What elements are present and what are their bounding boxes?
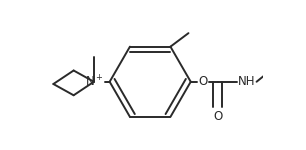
Text: NH: NH xyxy=(238,75,256,88)
Text: O: O xyxy=(213,110,222,123)
Text: O: O xyxy=(199,75,208,88)
Text: N$^+$: N$^+$ xyxy=(85,74,103,89)
